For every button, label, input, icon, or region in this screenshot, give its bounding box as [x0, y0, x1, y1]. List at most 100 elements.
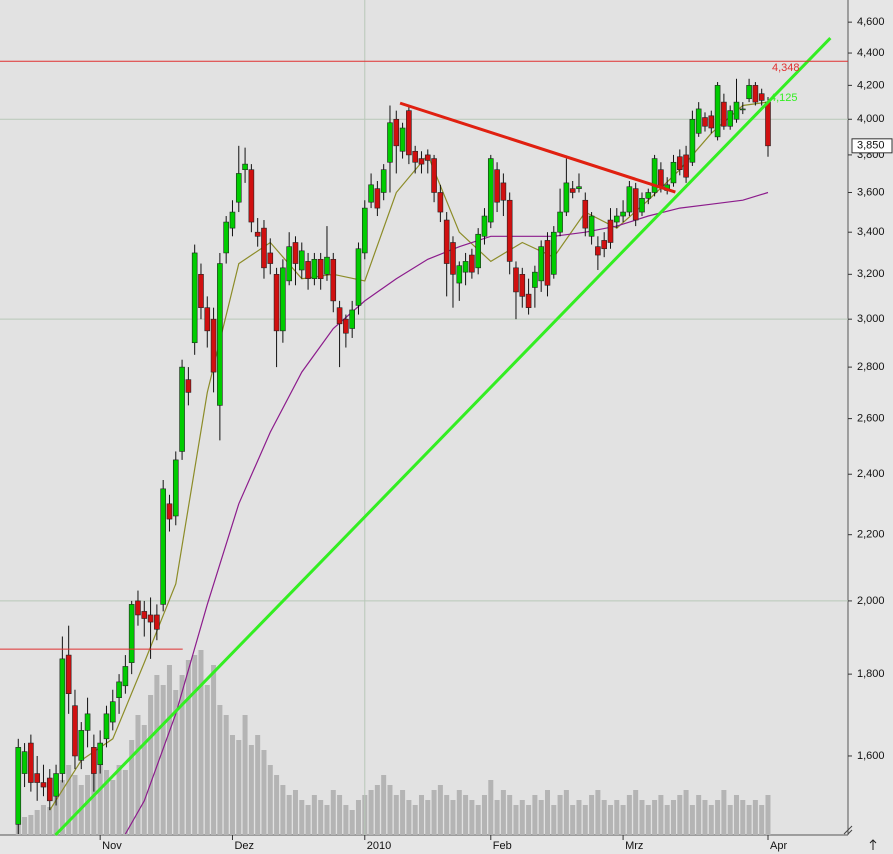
candle-body: [172, 459, 179, 517]
candle-body: [15, 747, 22, 825]
y-tick-label: 3,200: [857, 268, 885, 280]
candle-body: [210, 318, 217, 373]
volume-bar: [507, 795, 513, 835]
volume-bar: [255, 735, 261, 835]
candle-body: [714, 85, 721, 138]
candle-body: [84, 713, 91, 731]
y-tick-label: 2,800: [857, 361, 885, 373]
candle-body: [538, 246, 544, 282]
volume-bar: [103, 770, 109, 835]
candle-body: [689, 118, 696, 163]
candle-body: [248, 169, 255, 223]
volume-bar: [374, 785, 380, 835]
candle-body: [160, 488, 166, 605]
volume-bar: [456, 790, 462, 835]
candle-body: [437, 192, 444, 213]
candle-body: [235, 173, 242, 203]
candle-body: [72, 705, 78, 757]
volume-bar: [166, 665, 172, 835]
volume-bar: [614, 800, 620, 835]
volume-bar: [544, 790, 550, 835]
volume-bar: [689, 805, 695, 835]
volume-bar: [607, 805, 613, 835]
y-tick-label: 2,400: [857, 468, 885, 480]
volume-bar: [494, 800, 500, 835]
volume-bar: [66, 765, 72, 835]
volume-bar: [670, 800, 676, 835]
volume-bar: [406, 800, 412, 835]
volume-bar: [211, 665, 217, 835]
candle-body: [21, 751, 28, 774]
candle-body: [676, 156, 683, 170]
volume-bar: [337, 795, 343, 835]
volume-bar: [204, 685, 210, 835]
candle-body: [349, 309, 355, 329]
volume-bar: [463, 795, 469, 835]
candle-body: [708, 115, 715, 129]
volume-bar: [305, 805, 311, 835]
candle-body: [569, 188, 576, 193]
y-tick-label: 3,400: [857, 226, 885, 238]
y-tick-label: 1,800: [857, 668, 885, 680]
x-tick-label: Mrz: [625, 840, 643, 852]
candle-body: [40, 782, 47, 788]
volume-bar: [645, 805, 651, 835]
volume-bar: [34, 810, 40, 835]
volume-bar: [576, 800, 582, 835]
volume-bar: [97, 760, 103, 835]
y-tick-label: 3,600: [857, 186, 885, 198]
candle-body: [298, 250, 305, 271]
candle-body: [456, 265, 463, 284]
level-label: 4,348: [772, 62, 800, 74]
candle-body: [563, 182, 570, 213]
volume-bar: [242, 715, 248, 835]
y-tick-label: 4,600: [857, 16, 885, 28]
candle-body: [487, 158, 494, 223]
resize-icon: [843, 825, 853, 835]
volume-bar: [570, 805, 576, 835]
volume-bar: [740, 800, 746, 835]
candle-body: [368, 184, 374, 203]
candle-body: [204, 307, 211, 332]
candle-body: [116, 681, 122, 698]
candle-body: [525, 293, 532, 308]
x-tick-label: Apr: [770, 840, 787, 852]
candle-body: [481, 215, 488, 237]
volume-bar: [746, 805, 752, 835]
candle-body: [154, 614, 160, 630]
candle-body: [645, 192, 652, 199]
trend-line: [54, 36, 832, 837]
candle-body: [494, 169, 500, 203]
volume-bar: [192, 655, 198, 835]
volume-bar: [185, 660, 191, 835]
candle-body: [424, 154, 431, 161]
candle-body: [412, 150, 418, 163]
candle-body: [670, 161, 677, 184]
moving-average: [124, 191, 769, 835]
scroll-arrow[interactable]: [869, 839, 877, 850]
candle-body: [601, 240, 607, 250]
volume-bar: [589, 795, 595, 835]
volume-bar: [557, 795, 563, 835]
candle-body: [752, 85, 759, 103]
y-tick-label: 3,000: [857, 313, 885, 325]
candle-body: [305, 261, 311, 279]
volume-bar: [248, 745, 254, 835]
volume-bar: [286, 795, 292, 835]
candle-body: [418, 158, 425, 165]
volume-bar: [759, 805, 765, 835]
candle-body: [443, 219, 450, 264]
volume-bar: [715, 800, 721, 835]
volume-bar: [437, 785, 443, 835]
candle-body: [721, 101, 727, 127]
volume-bar: [223, 715, 229, 835]
candle-body: [380, 169, 387, 193]
volume-bar: [217, 705, 223, 835]
candle-body: [128, 604, 135, 663]
candle-body: [135, 600, 141, 616]
volume-bar: [355, 800, 361, 835]
candle-body: [217, 263, 223, 406]
candle-body: [330, 258, 337, 302]
candle-body: [519, 274, 526, 297]
volume-bar: [450, 800, 456, 835]
